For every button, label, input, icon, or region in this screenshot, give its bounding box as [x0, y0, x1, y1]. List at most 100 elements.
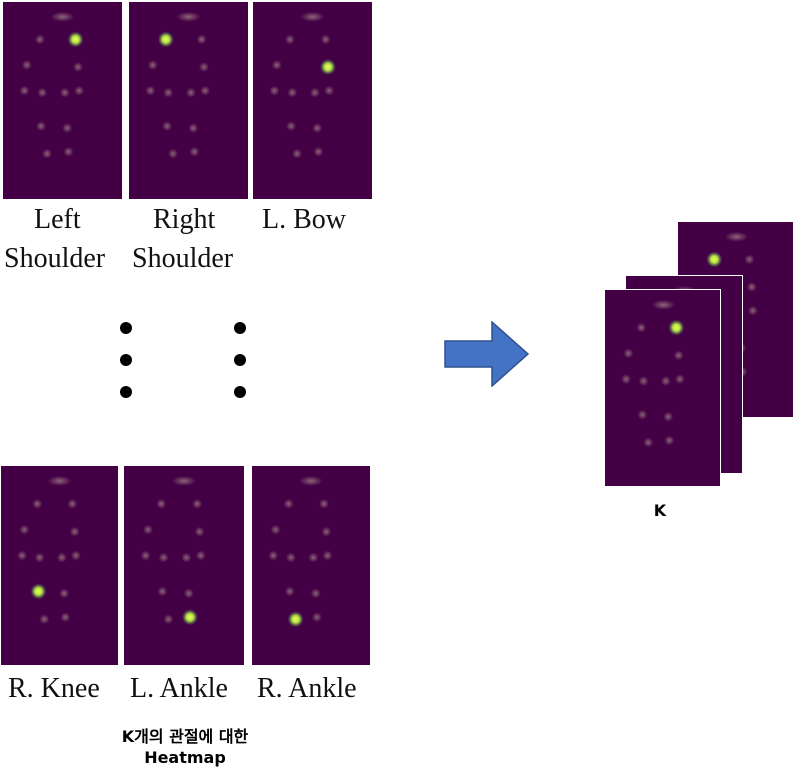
joint-blob — [268, 550, 279, 561]
caption-line-2: Heatmap — [144, 748, 226, 767]
joint-blob — [663, 411, 674, 422]
joint-blob — [321, 526, 332, 537]
joint-head — [172, 475, 196, 486]
joint-blob — [269, 85, 280, 96]
joint-blob — [32, 498, 43, 509]
joint-blob — [318, 498, 329, 509]
joint-blob — [162, 121, 173, 132]
joint-highlight — [287, 611, 304, 628]
joint-head — [300, 11, 325, 22]
label-left-elbow: L. Bow — [262, 204, 346, 235]
label-left-shoulder-1: Left — [34, 204, 81, 235]
joint-blob — [181, 552, 192, 563]
joint-blob — [72, 62, 83, 73]
joint-blob — [196, 34, 207, 45]
joint-blob — [200, 85, 211, 96]
joint-blob — [34, 34, 45, 45]
joint-head — [50, 11, 75, 22]
joint-blob — [195, 550, 206, 561]
joint-blob — [308, 552, 319, 563]
joint-highlight — [157, 31, 174, 48]
joint-highlight — [30, 583, 47, 600]
joint-head — [47, 475, 72, 486]
joint-blob — [643, 437, 654, 448]
joint-blob — [747, 305, 758, 316]
joint-blob — [312, 123, 323, 134]
heatmap-joints — [621, 299, 685, 448]
joint-head — [299, 475, 323, 486]
joint-blob — [39, 614, 50, 625]
label-right-shoulder-1: Right — [153, 204, 216, 235]
joint-blob — [62, 123, 73, 134]
joint-blob — [34, 552, 45, 563]
heatmap-right-ankle — [252, 466, 370, 665]
joint-blob — [185, 87, 196, 98]
joint-highlight — [319, 59, 336, 76]
joint-blob — [664, 435, 675, 446]
joint-blob — [636, 322, 647, 333]
joint-blob — [284, 34, 295, 45]
joint-blob — [37, 87, 48, 98]
joint-blob — [637, 409, 648, 420]
joint-blob — [147, 60, 158, 71]
heatmap-caption: K개의 관절에 대한 Heatmap — [60, 726, 310, 768]
joint-blob — [59, 588, 70, 599]
joint-blob — [746, 282, 757, 293]
joint-head — [724, 231, 749, 242]
joint-blob — [198, 62, 209, 73]
heatmap-right-knee — [1, 466, 118, 665]
joint-blob — [638, 376, 649, 387]
heatmap-joints — [17, 475, 81, 625]
joint-highlight — [706, 251, 723, 268]
label-left-shoulder-2: Shoulder — [4, 243, 106, 274]
stack-label-k: K — [653, 501, 667, 520]
joint-blob — [621, 374, 632, 385]
right-arrow-icon — [444, 321, 530, 387]
stack-heatmap-front — [604, 289, 721, 487]
label-right-knee: R. Knee — [8, 673, 100, 704]
joint-blob — [744, 254, 755, 265]
joint-blob — [309, 87, 320, 98]
heatmap-left-ankle — [124, 466, 244, 665]
heatmap-joints — [145, 11, 211, 159]
joint-blob — [623, 348, 634, 359]
heatmap-left-elbow — [253, 2, 372, 199]
joint-blob — [19, 524, 30, 535]
joint-highlight — [182, 609, 198, 626]
joint-blob — [320, 34, 331, 45]
joint-blob — [156, 498, 167, 509]
joint-blob — [36, 121, 47, 132]
joint-blob — [70, 550, 81, 561]
joint-blob — [145, 85, 156, 96]
joint-head — [176, 11, 201, 22]
joint-blob — [59, 87, 70, 98]
joint-blob — [313, 146, 324, 157]
joint-blob — [286, 121, 297, 132]
heatmap-joints — [269, 11, 336, 159]
joint-blob — [189, 146, 200, 157]
joint-blob — [69, 526, 80, 537]
joint-blob — [60, 612, 71, 623]
joint-blob — [284, 586, 295, 597]
joint-blob — [140, 550, 151, 561]
joint-blob — [158, 552, 169, 563]
joint-blob — [311, 612, 322, 623]
joint-blob — [168, 148, 179, 159]
joint-blob — [143, 524, 153, 535]
joint-blob — [292, 148, 303, 159]
joint-blob — [287, 87, 298, 98]
joint-blob — [310, 588, 321, 599]
heatmap-joints — [140, 475, 206, 626]
joint-blob — [163, 614, 174, 625]
joint-blob — [324, 85, 335, 96]
heatmap-left-shoulder — [3, 2, 122, 199]
caption-line-1: K개의 관절에 대한 — [121, 727, 249, 746]
joint-highlight — [668, 319, 685, 336]
joint-blob — [67, 498, 78, 509]
joint-blob — [21, 60, 32, 71]
heatmap-right-shoulder — [129, 2, 248, 199]
heatmap-joints — [19, 11, 85, 159]
joint-blob — [56, 552, 67, 563]
joint-highlight — [67, 31, 84, 48]
joint-blob — [283, 498, 294, 509]
